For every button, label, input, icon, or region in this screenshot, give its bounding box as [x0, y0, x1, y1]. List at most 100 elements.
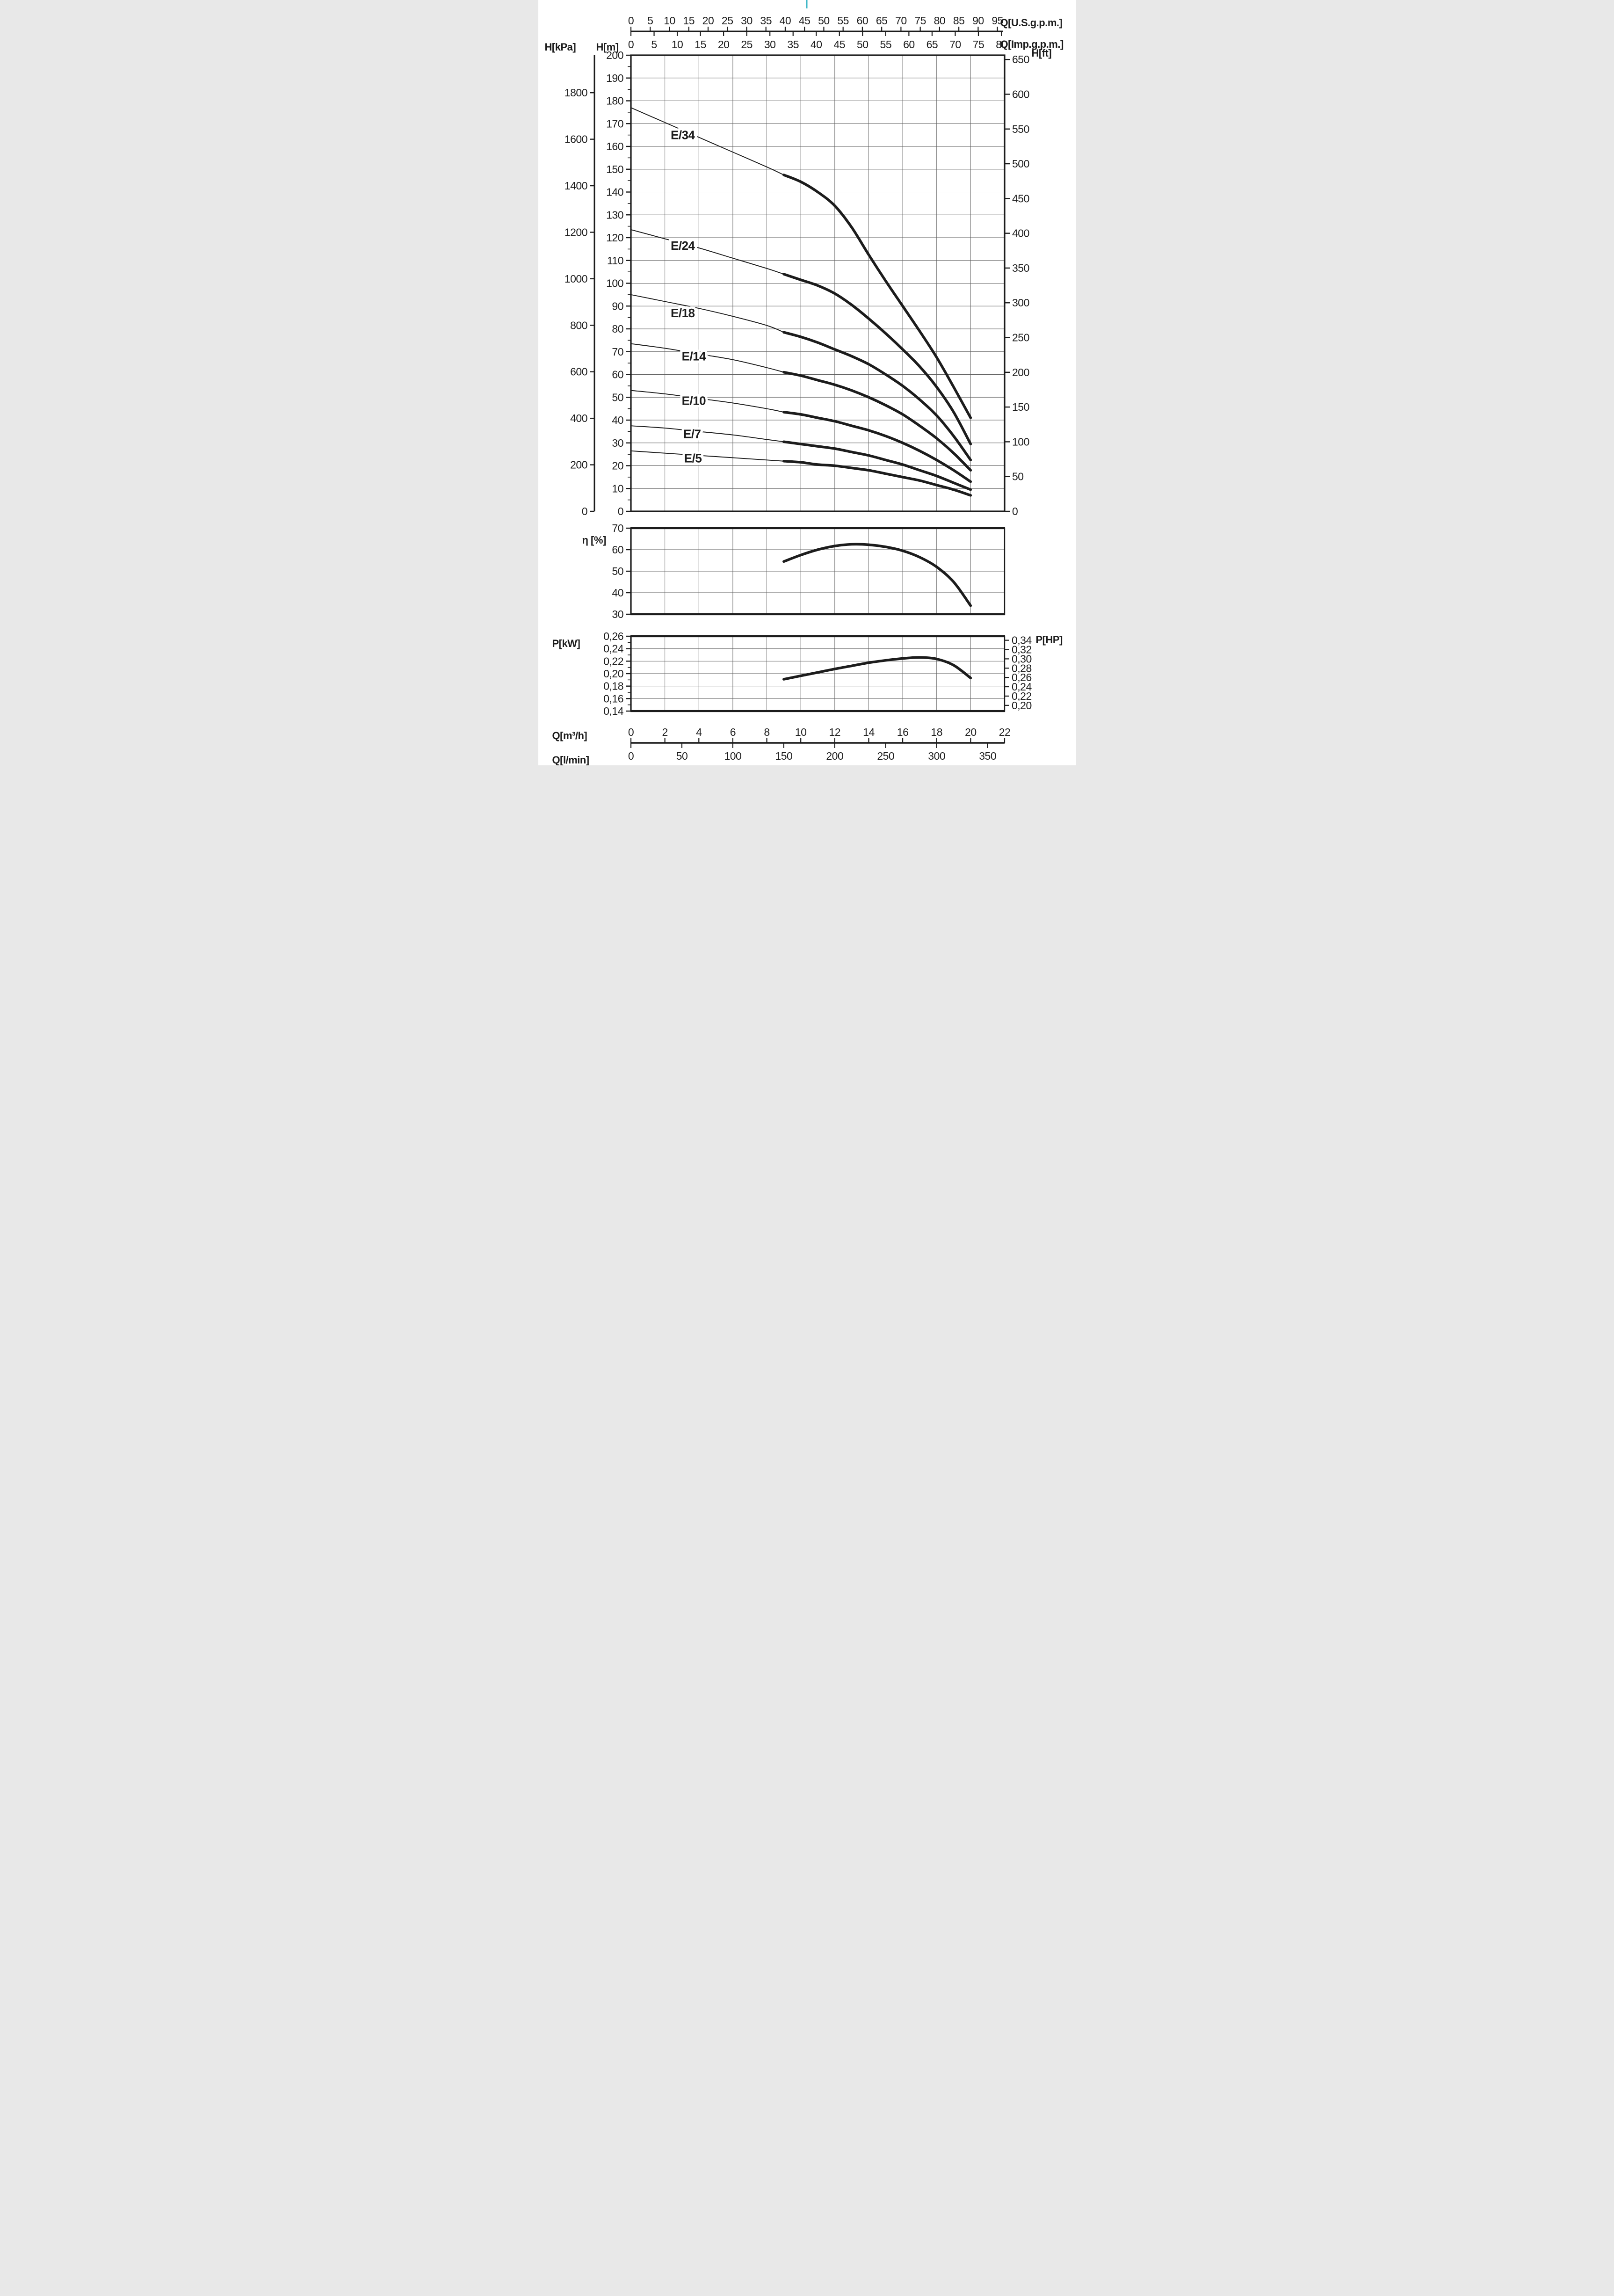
top-flow-scale: 0 5 10 15 20 25 30 35 40 45 50 55 60 65 70 75 80 85 90 950 5…: [628, 15, 1007, 51]
svg-text:0,22: 0,22: [603, 655, 623, 667]
pump-curve-chart-page: 0 10 20 30 40 50 60 70 80 90 100 110 120 130 140 150 160…: [538, 0, 1076, 765]
power-kw-axis: 0,260,240,220,200,180,160,14: [603, 630, 631, 717]
svg-text:80: 80: [612, 323, 623, 335]
svg-text:500: 500: [1012, 158, 1029, 170]
svg-text:50: 50: [857, 38, 869, 51]
svg-text:0: 0: [581, 505, 587, 517]
svg-text:0,14: 0,14: [603, 705, 623, 717]
svg-text:14: 14: [863, 726, 875, 738]
svg-text:30: 30: [612, 608, 623, 620]
svg-text:20: 20: [965, 726, 977, 738]
svg-text:450: 450: [1012, 192, 1029, 204]
h-kpa-axis: 0 200 400 600 800 1000 1200 1400 1600 1800: [564, 55, 595, 517]
svg-text:10: 10: [612, 482, 623, 494]
svg-text:20: 20: [717, 38, 729, 51]
svg-text:60: 60: [856, 15, 868, 27]
svg-text:20: 20: [702, 15, 714, 27]
svg-text:65: 65: [926, 38, 938, 51]
eta-axis-title: η [%]: [582, 534, 607, 546]
svg-text:1400: 1400: [564, 180, 587, 192]
curve-label-e10: E/10: [681, 394, 706, 408]
svg-text:0,22: 0,22: [1012, 690, 1032, 702]
svg-text:75: 75: [914, 15, 926, 27]
svg-text:0,26: 0,26: [1012, 671, 1032, 683]
svg-text:190: 190: [606, 72, 623, 84]
svg-text:60: 60: [903, 38, 915, 51]
svg-text:50: 50: [1012, 471, 1024, 483]
svg-text:10: 10: [795, 726, 806, 738]
svg-text:1000: 1000: [564, 273, 587, 285]
svg-text:0,16: 0,16: [603, 692, 623, 705]
svg-text:130: 130: [606, 209, 623, 221]
svg-text:0,24: 0,24: [603, 643, 623, 655]
svg-text:200: 200: [1012, 366, 1029, 378]
svg-text:80: 80: [934, 15, 945, 27]
svg-text:15: 15: [683, 15, 695, 27]
svg-text:400: 400: [570, 412, 587, 424]
svg-text:4: 4: [696, 726, 702, 738]
curve-power: [782, 656, 972, 681]
svg-text:16: 16: [897, 726, 908, 738]
curve-label-e18: E/18: [671, 306, 695, 320]
svg-text:110: 110: [607, 254, 623, 267]
left-m-axis-title: H[m]: [596, 41, 619, 53]
svg-text:250: 250: [877, 750, 894, 762]
curve-e7-thin: [630, 425, 784, 443]
svg-text:5: 5: [647, 15, 653, 27]
curve-e5-thin: [630, 450, 784, 462]
svg-text:60: 60: [612, 369, 623, 381]
svg-text:65: 65: [876, 15, 887, 27]
svg-text:0: 0: [617, 505, 623, 517]
svg-text:50: 50: [676, 750, 688, 762]
svg-text:350: 350: [1012, 262, 1029, 274]
curve-e18-thin: [630, 294, 784, 333]
svg-text:12: 12: [829, 726, 840, 738]
curve-e24-thick: [782, 273, 972, 445]
svg-text:18: 18: [931, 726, 942, 738]
curve-label-e7: E/7: [683, 427, 701, 441]
curve-e34-thick: [782, 174, 972, 419]
svg-text:0,18: 0,18: [603, 680, 623, 692]
bottom-flow-scale: 0 2 4 6 8 10 12 14 16 18 20 22 0 50 100 150 200 250 300 350: [628, 726, 1010, 762]
svg-text:20: 20: [612, 460, 623, 472]
svg-text:0,20: 0,20: [1012, 699, 1032, 712]
svg-text:55: 55: [880, 38, 891, 51]
svg-text:0,26: 0,26: [603, 630, 623, 642]
curve-eta: [782, 543, 972, 607]
svg-text:55: 55: [837, 15, 849, 27]
power-hp-axis-title: P[HP]: [1035, 634, 1063, 646]
curve-label-e5: E/5: [684, 451, 702, 465]
svg-text:25: 25: [721, 15, 733, 27]
svg-text:35: 35: [787, 38, 799, 51]
svg-text:400: 400: [1012, 227, 1029, 240]
svg-text:35: 35: [760, 15, 772, 27]
svg-text:160: 160: [606, 140, 623, 153]
eta-axis: 70 60 50 40 30: [612, 522, 631, 620]
svg-text:40: 40: [612, 414, 623, 426]
svg-text:0,24: 0,24: [1012, 681, 1032, 693]
svg-text:45: 45: [833, 38, 845, 51]
curve-e10-thick: [782, 411, 972, 483]
svg-text:600: 600: [570, 366, 587, 378]
efficiency-curve: [782, 543, 972, 607]
svg-text:650: 650: [1012, 53, 1029, 65]
svg-text:550: 550: [1012, 123, 1029, 135]
svg-text:85: 85: [953, 15, 964, 27]
svg-text:200: 200: [826, 750, 843, 762]
svg-text:90: 90: [612, 300, 623, 312]
svg-text:70: 70: [612, 346, 623, 358]
curve-e24-thin: [630, 229, 784, 275]
svg-text:30: 30: [764, 38, 775, 51]
h-ft-axis: 0 50 100 150 200 250 300 350 400 450 500 550 600 650: [1004, 53, 1029, 517]
curve-e5-thick: [782, 459, 972, 497]
svg-text:10: 10: [671, 38, 683, 51]
svg-text:95: 95: [992, 15, 1003, 27]
curve-label-e24: E/24: [671, 239, 695, 253]
top-usgpm-axis-title: Q[U.S.g.p.m.]: [1000, 17, 1063, 29]
svg-text:0: 0: [628, 726, 633, 738]
curve-e34-thin: [630, 107, 784, 175]
svg-text:70: 70: [895, 15, 907, 27]
svg-text:50: 50: [612, 391, 623, 403]
svg-text:0,20: 0,20: [603, 668, 623, 680]
svg-text:90: 90: [972, 15, 984, 27]
